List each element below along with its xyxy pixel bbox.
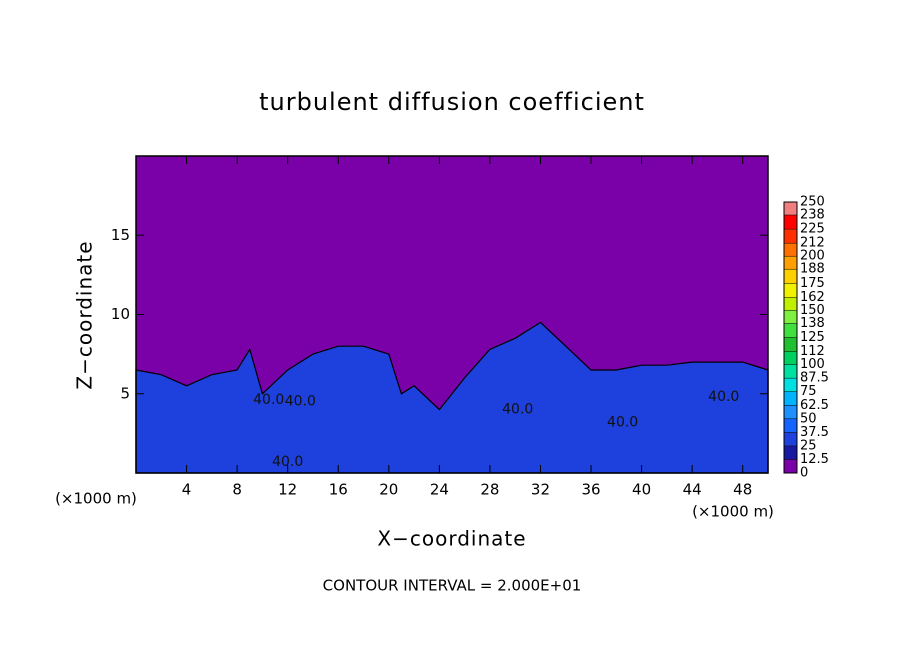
colorbar-label: 250 [800, 195, 825, 210]
contour-label: 40.0 [607, 414, 638, 430]
contour-label: 40.0 [272, 454, 303, 470]
colorbar-label: 175 [800, 276, 825, 291]
colorbar-swatch [784, 418, 797, 433]
y-unit-label: (×1000 m) [55, 490, 137, 508]
x-tick-label: 40 [632, 481, 651, 499]
contour-label: 40.0 [253, 392, 284, 408]
colorbar-label: 238 [800, 208, 825, 223]
x-tick-label: 16 [329, 481, 348, 499]
x-tick-label: 48 [733, 481, 752, 499]
colorbar-label: 162 [800, 290, 825, 305]
colorbar-swatch [784, 202, 797, 216]
colorbar-swatch [784, 432, 797, 446]
colorbar-label: 112 [800, 344, 825, 359]
y-tick-label: 5 [120, 384, 130, 402]
y-tick-label: 15 [111, 226, 130, 244]
colorbar-label: 150 [800, 303, 825, 318]
x-tick-label: 8 [232, 481, 242, 499]
y-tick-label: 10 [111, 305, 130, 323]
colorbar-swatch [784, 269, 797, 284]
colorbar-label: 12.5 [800, 452, 829, 467]
contour-label: 40.0 [708, 389, 739, 405]
colorbar-label: 75 [800, 384, 817, 399]
colorbar-label: 25 [800, 438, 817, 453]
colorbar-label: 138 [800, 316, 825, 331]
contour-label: 40.0 [502, 402, 533, 418]
colorbar-label: 87.5 [800, 371, 829, 386]
colorbar-label: 0 [800, 466, 808, 481]
colorbar-swatch [784, 283, 797, 298]
chart-title: turbulent diffusion coefficient [259, 88, 645, 116]
x-tick-label: 20 [379, 481, 398, 499]
colorbar-label: 125 [800, 330, 825, 345]
colorbar-label: 100 [800, 357, 825, 372]
colorbar-swatch [784, 405, 797, 419]
turbulent-layer [135, 321, 769, 474]
x-tick-label: 12 [278, 481, 297, 499]
colorbar-label: 50 [800, 411, 817, 426]
colorbar-swatch [784, 243, 797, 257]
x-axis-label: X−coordinate [377, 527, 526, 551]
x-tick-label: 36 [581, 481, 600, 499]
x-unit-label: (×1000 m) [692, 503, 774, 521]
colorbar-swatch [784, 310, 797, 324]
x-tick-label: 32 [531, 481, 550, 499]
colorbar-swatch [784, 445, 797, 460]
colorbar-swatch [784, 364, 797, 379]
x-tick-label: 24 [430, 481, 449, 499]
x-tick-label: 4 [182, 481, 192, 499]
colorbar-swatch [784, 297, 797, 311]
colorbar-label: 62.5 [800, 398, 829, 413]
x-tick-label: 28 [480, 481, 499, 499]
x-tick-label: 44 [683, 481, 702, 499]
colorbar-swatch [784, 256, 797, 270]
colorbar-label: 200 [800, 249, 825, 264]
contour-label: 40.0 [285, 394, 316, 410]
colorbar-swatch [784, 351, 797, 365]
colorbar-label: 188 [800, 262, 825, 277]
colorbar-label: 37.5 [800, 425, 829, 440]
y-axis-label: Z−coordinate [73, 240, 97, 389]
footer: CONTOUR INTERVAL = 2.000E+01 [323, 577, 582, 595]
colorbar-swatch [784, 459, 797, 473]
colorbar-swatch [784, 229, 797, 244]
colorbar-label: 225 [800, 222, 825, 237]
colorbar-swatch [784, 378, 797, 392]
colorbar-swatch [784, 337, 797, 352]
colorbar-swatch [784, 323, 797, 338]
colorbar-swatch [784, 215, 797, 230]
colorbar-label: 212 [800, 236, 825, 251]
colorbar-swatch [784, 391, 797, 406]
